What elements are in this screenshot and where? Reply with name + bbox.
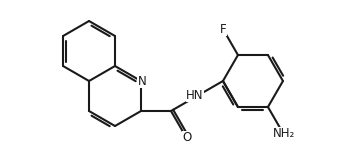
Text: O: O [182,131,192,144]
Text: F: F [220,23,226,36]
Text: HN: HN [186,88,204,101]
Text: NH₂: NH₂ [273,128,295,140]
Text: N: N [138,75,146,88]
